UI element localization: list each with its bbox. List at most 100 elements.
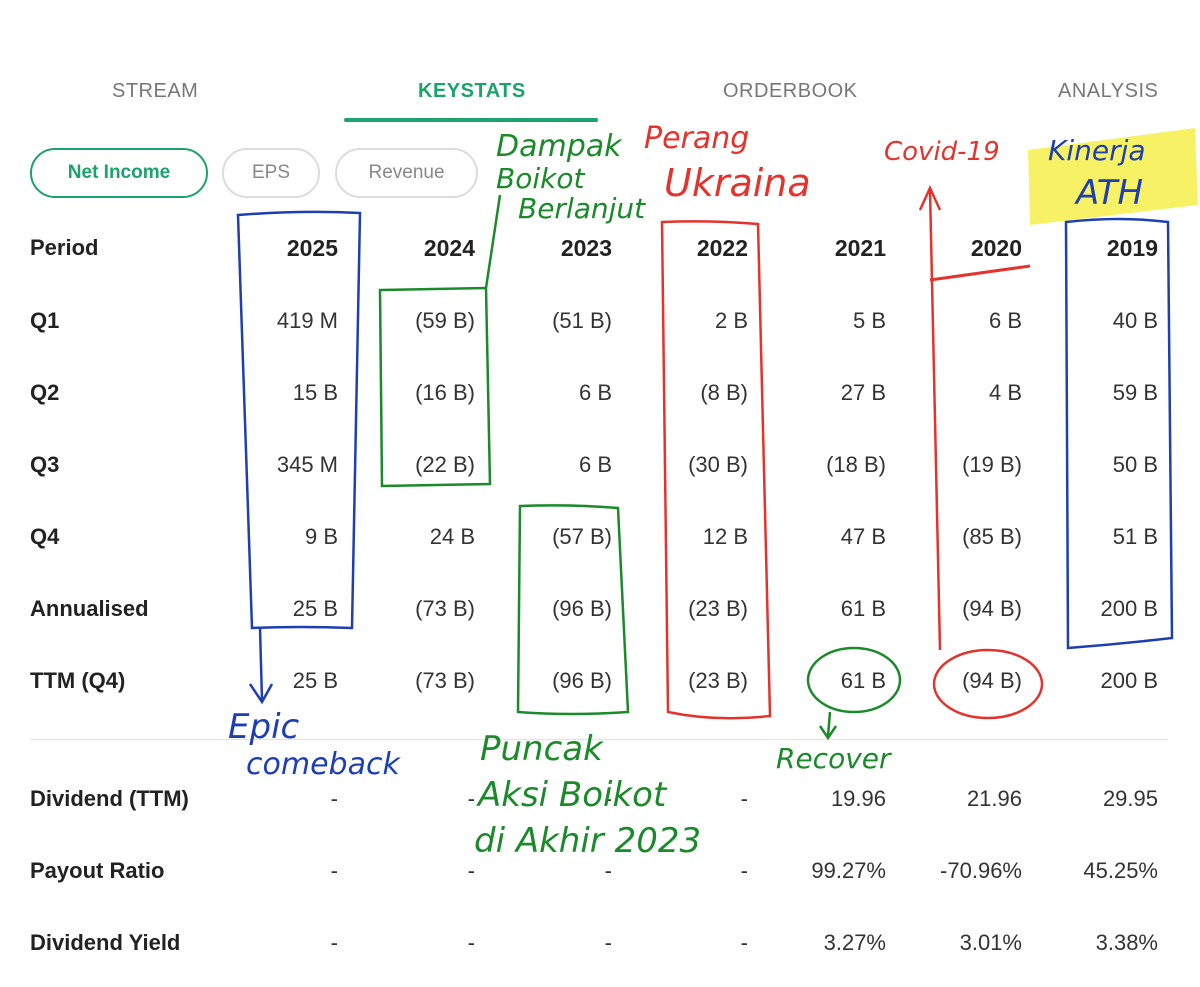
dividend-cell: -: [604, 858, 612, 883]
table-cell: (18 B): [826, 452, 886, 477]
table-cell: (23 B): [688, 668, 748, 693]
row-label: Q1: [30, 308, 60, 333]
dividend-cell: -: [740, 786, 748, 811]
table-cell: (16 B): [415, 380, 475, 405]
table-cell: 50 B: [1112, 452, 1158, 477]
table-cell: 61 B: [840, 668, 886, 693]
tab-analysis[interactable]: ANALYSIS: [1058, 80, 1159, 102]
year-header: 2020: [970, 235, 1022, 261]
period-header: Period: [30, 235, 99, 260]
annotation-arrow-recover: [818, 711, 838, 741]
table-cell: 4 B: [988, 380, 1022, 405]
year-header: 2025: [286, 235, 338, 261]
table-cell: 25 B: [292, 668, 338, 693]
table-cell: 200 B: [1100, 596, 1159, 621]
table-cell: 47 B: [840, 524, 886, 549]
table-cell: (59 B): [415, 308, 475, 333]
year-header: 2024: [423, 235, 475, 261]
table-cell: (96 B): [552, 668, 612, 693]
table-cell: (94 B): [962, 668, 1022, 693]
table-cell: (51 B): [552, 308, 612, 333]
row-label: TTM (Q4): [30, 668, 126, 693]
note-puncak: Puncak: [480, 729, 604, 769]
table-cell: 27 B: [840, 380, 886, 405]
table-cell: (73 B): [415, 596, 475, 621]
note-aksi-boikot: Aksi Boikot: [476, 775, 668, 815]
row-label: Q3: [30, 452, 60, 477]
table-cell: (96 B): [552, 596, 612, 621]
table-cell: (8 B): [700, 380, 748, 405]
dividend-cell: 21.96: [966, 786, 1022, 811]
dividend-cell: 45.25%: [1083, 858, 1158, 883]
table-cell: (23 B): [688, 596, 748, 621]
dividend-cell: -: [740, 858, 748, 883]
dividend-row-label: Dividend Yield: [30, 930, 181, 955]
dividend-cell: 29.95: [1102, 786, 1158, 811]
table-cell: 51 B: [1112, 524, 1158, 549]
section-divider: [30, 739, 1168, 740]
active-tab-indicator: [344, 118, 598, 122]
table-cell: 24 B: [429, 524, 475, 549]
note-akhir-2023: di Akhir 2023: [474, 821, 701, 861]
annotation-pointer-2024: [484, 194, 502, 289]
dividend-row-label: Dividend (TTM): [30, 786, 189, 811]
dividend-cell: 3.01%: [959, 930, 1022, 955]
table-cell: 6 B: [578, 452, 612, 477]
note-comeback: comeback: [246, 747, 401, 782]
tab-orderbook[interactable]: ORDERBOOK: [723, 80, 858, 102]
tab-keystats[interactable]: KEYSTATS: [418, 80, 526, 102]
dividend-cell: -: [330, 930, 338, 955]
note-epic: Epic: [228, 707, 300, 747]
year-header: 2019: [1106, 235, 1158, 261]
note-ath: ATH: [1074, 173, 1143, 213]
table-cell: 2 B: [714, 308, 748, 333]
table-cell: (85 B): [962, 524, 1022, 549]
row-label: Q2: [30, 380, 60, 405]
dividend-cell: -: [604, 786, 612, 811]
row-label: Q4: [30, 524, 60, 549]
note-covid: Covid-19: [884, 137, 1000, 167]
note-berlanjut: Berlanjut: [518, 192, 646, 225]
table-cell: (57 B): [552, 524, 612, 549]
highlight-mark: [1028, 128, 1198, 225]
table-cell: (19 B): [962, 452, 1022, 477]
table-cell: 6 B: [988, 308, 1022, 333]
dividend-cell: -: [467, 786, 475, 811]
filter-eps-button[interactable]: EPS: [222, 148, 320, 198]
filter-net-income-button[interactable]: Net Income: [30, 148, 208, 198]
note-ukraina: Ukraina: [664, 161, 811, 205]
year-header: 2023: [560, 235, 612, 261]
note-kinerja: Kinerja: [1048, 134, 1146, 167]
table-cell: 6 B: [578, 380, 612, 405]
dividend-cell: -: [330, 786, 338, 811]
tab-stream[interactable]: STREAM: [112, 80, 199, 102]
table-cell: 9 B: [304, 524, 338, 549]
table-cell: 345 M: [276, 452, 338, 477]
dividend-cell: 3.27%: [823, 930, 886, 955]
note-dampak: Dampak: [496, 129, 623, 164]
dividend-cell: 3.38%: [1095, 930, 1158, 955]
table-cell: 12 B: [702, 524, 748, 549]
table-cell: (73 B): [415, 668, 475, 693]
dividend-cell: -: [604, 930, 612, 955]
table-cell: 59 B: [1112, 380, 1158, 405]
dividend-cell: 19.96: [830, 786, 886, 811]
dividend-cell: -: [467, 858, 475, 883]
table-cell: (30 B): [688, 452, 748, 477]
filter-revenue-button[interactable]: Revenue: [335, 148, 478, 198]
table-cell: 61 B: [840, 596, 886, 621]
dividend-cell: -: [330, 858, 338, 883]
dividend-cell: -70.96%: [940, 858, 1022, 883]
annotation-arrow-2025: [248, 627, 274, 705]
note-boikot: Boikot: [496, 162, 585, 195]
dividend-cell: -: [467, 930, 475, 955]
table-cell: (94 B): [962, 596, 1022, 621]
dividend-cell: 99.27%: [811, 858, 886, 883]
table-cell: 15 B: [292, 380, 338, 405]
dividend-row-label: Payout Ratio: [30, 858, 165, 883]
table-cell: 5 B: [852, 308, 886, 333]
annotation-box-2025: [236, 210, 362, 630]
annotation-box-2019: [1064, 217, 1174, 650]
dividend-cell: -: [740, 930, 748, 955]
note-perang: Perang: [644, 121, 749, 156]
